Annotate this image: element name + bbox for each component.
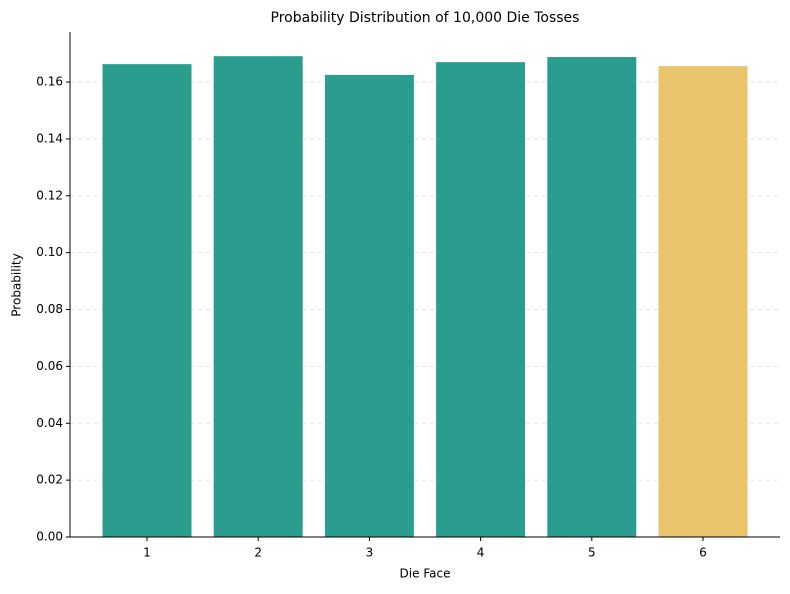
bar bbox=[547, 57, 637, 537]
bar bbox=[213, 56, 303, 537]
y-tick-label: 0.16 bbox=[36, 75, 63, 89]
y-tick-label: 0.12 bbox=[36, 188, 63, 202]
y-tick-label: 0.14 bbox=[36, 131, 63, 145]
bar bbox=[436, 62, 526, 537]
bar bbox=[324, 74, 414, 537]
y-tick-label: 0.02 bbox=[36, 473, 63, 487]
bar bbox=[658, 66, 748, 538]
y-tick-label: 0.08 bbox=[36, 302, 63, 316]
x-tick-label: 6 bbox=[699, 546, 707, 560]
x-tick-label: 5 bbox=[588, 546, 596, 560]
x-axis-label: Die Face bbox=[400, 567, 451, 581]
y-tick-label: 0.00 bbox=[36, 530, 63, 544]
y-axis-label: Probability bbox=[10, 253, 24, 316]
bar bbox=[102, 64, 192, 537]
chart-title: Probability Distribution of 10,000 Die T… bbox=[271, 10, 580, 26]
x-tick-label: 3 bbox=[366, 546, 374, 560]
y-tick-label: 0.04 bbox=[36, 416, 63, 430]
x-tick-label: 1 bbox=[143, 546, 151, 560]
y-tick-label: 0.10 bbox=[36, 245, 63, 259]
y-tick-label: 0.06 bbox=[36, 359, 63, 373]
x-tick-label: 2 bbox=[254, 546, 262, 560]
x-tick-label: 4 bbox=[477, 546, 485, 560]
